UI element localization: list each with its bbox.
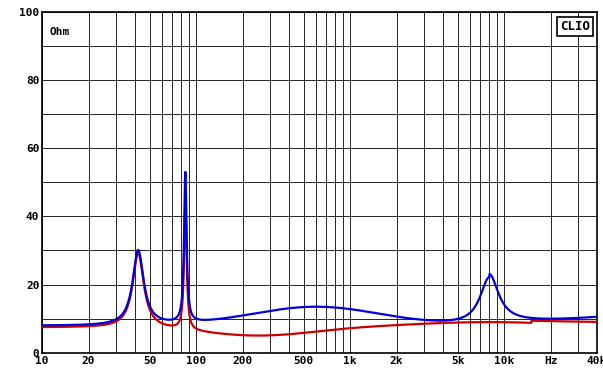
Text: Ohm: Ohm	[49, 27, 70, 37]
Text: CLIO: CLIO	[560, 20, 590, 33]
